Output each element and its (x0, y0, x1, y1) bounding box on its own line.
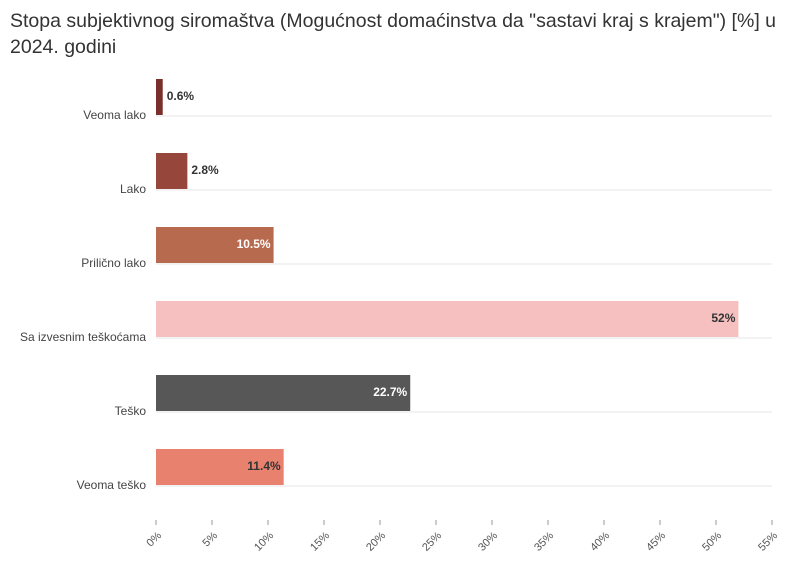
bar (156, 375, 411, 411)
value-label: 10.5% (237, 237, 271, 251)
value-label: 11.4% (247, 459, 281, 473)
x-tick-label: 15% (308, 530, 332, 554)
y-tick-label: Teško (115, 404, 147, 418)
x-tick-label: 45% (644, 530, 668, 554)
x-tick-label: 55% (756, 530, 780, 554)
value-label: 52% (711, 311, 735, 325)
y-tick-label: Veoma lako (83, 108, 146, 122)
y-tick-label: Lako (120, 182, 146, 196)
x-tick-label: 5% (200, 530, 220, 550)
y-tick-label: Prilično lako (81, 256, 146, 270)
x-tick-label: 10% (252, 530, 276, 554)
bar (156, 301, 739, 337)
chart-title: Stopa subjektivnog siromaštva (Mogućnost… (10, 10, 776, 58)
bar (156, 449, 284, 485)
y-tick-label: Veoma teško (77, 478, 147, 492)
x-tick-label: 35% (532, 530, 556, 554)
value-label: 0.6% (167, 89, 195, 103)
x-tick-label: 0% (144, 530, 164, 550)
x-tick-label: 25% (420, 530, 444, 554)
bar (156, 79, 163, 115)
y-tick-label: Sa izvesnim teškoćama (20, 330, 146, 344)
bar (156, 227, 274, 263)
x-tick-label: 40% (588, 530, 612, 554)
x-tick-label: 20% (364, 530, 388, 554)
x-tick-label: 50% (700, 530, 724, 554)
value-label: 2.8% (191, 163, 219, 177)
bar (156, 153, 188, 189)
value-label: 22.7% (373, 385, 407, 399)
x-tick-label: 30% (476, 530, 500, 554)
